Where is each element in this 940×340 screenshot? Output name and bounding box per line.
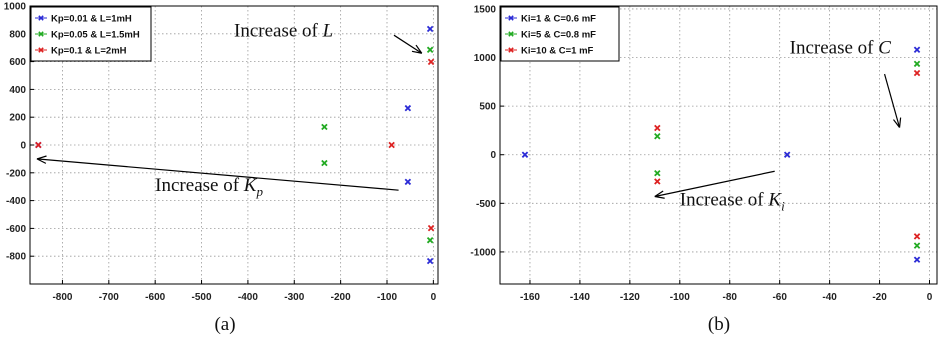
y-tick-label: 400 xyxy=(9,85,26,96)
data-point xyxy=(521,151,529,158)
x-tick-label: -700 xyxy=(99,292,119,303)
legend: Kp=0.01 & L=1mH Kp=0.05 & L=1.5mH Kp=0.1 &… xyxy=(30,6,152,62)
data-point xyxy=(913,242,921,249)
legend-entry: Ki=1 & C=0.6 mF xyxy=(521,14,596,25)
legend-entry: Kp=0.1 & L=2mH xyxy=(51,46,127,57)
x-tick-label: -800 xyxy=(52,292,72,303)
annotation-text: Increase of xyxy=(234,21,323,42)
annotation-arrow xyxy=(654,170,775,199)
x-tick-label: -300 xyxy=(284,292,304,303)
data-point xyxy=(427,224,435,232)
y-tick-label: -1000 xyxy=(470,247,496,258)
figure-caption: (b) xyxy=(708,314,730,335)
data-point xyxy=(35,141,42,149)
data-point xyxy=(913,256,921,263)
data-point xyxy=(388,141,395,149)
y-tick-label: 1000 xyxy=(4,2,27,13)
x-tick-label: -100 xyxy=(377,292,397,303)
annotation-subscript: i xyxy=(781,198,785,213)
y-tick-label: 0 xyxy=(490,150,496,161)
data-point xyxy=(321,159,328,167)
data-point xyxy=(404,178,412,186)
x-tick-label: -400 xyxy=(238,292,258,303)
data-point xyxy=(654,178,661,185)
annotation-variable: K xyxy=(767,189,782,210)
data-point xyxy=(913,69,921,77)
y-tick-label: 800 xyxy=(9,29,26,40)
y-tick-label: 500 xyxy=(479,102,496,113)
annotation-variable: K xyxy=(243,175,258,196)
annotation-variable: L xyxy=(322,21,334,42)
figure-caption: (a) xyxy=(214,314,235,335)
y-tick-label: 600 xyxy=(9,57,26,68)
annotation-label: Increase of Kp xyxy=(155,175,263,199)
data-point xyxy=(913,46,921,53)
legend-entry: Ki=10 & C=1 mF xyxy=(521,46,594,57)
plot-frame xyxy=(29,5,439,285)
data-point xyxy=(654,124,661,132)
data-point xyxy=(426,236,434,244)
y-tick-label: 1000 xyxy=(474,53,497,64)
data-point xyxy=(654,133,661,140)
annotation-arrow xyxy=(883,73,902,128)
legend-entry: Kp=0.01 & L=1mH xyxy=(51,14,132,25)
annotation-label: Increase of Ki xyxy=(680,189,785,213)
plot-frame xyxy=(499,5,938,285)
x-tick-label: -160 xyxy=(520,292,540,303)
x-tick-label: -140 xyxy=(570,292,590,303)
legend-entry: Ki=5 & C=0.8 mF xyxy=(521,30,596,41)
x-tick-label: -20 xyxy=(872,292,887,303)
data-point xyxy=(654,169,661,177)
x-tick-label: -80 xyxy=(723,292,738,303)
data-point xyxy=(913,233,921,240)
x-tick-label: -600 xyxy=(145,292,165,303)
y-tick-label: -200 xyxy=(6,168,26,179)
data-point xyxy=(783,151,791,158)
annotation-variable: C xyxy=(878,38,891,59)
annotation-arrow xyxy=(393,34,423,54)
chart-a: -800 -700 -600 -500 -400 -300 -200 -100 0 -800 -60… xyxy=(4,2,439,335)
x-tick-label: 0 xyxy=(927,292,933,303)
data-point xyxy=(404,104,412,112)
annotation-text: Increase of xyxy=(680,189,769,210)
data-point xyxy=(426,257,434,265)
data-point xyxy=(427,58,435,66)
x-tick-label: -100 xyxy=(670,292,690,303)
y-tick-label: -500 xyxy=(476,199,496,210)
legend: Ki=1 & C=0.6 mF Ki=5 & C=0.8 mF Ki=10 & C=… xyxy=(500,6,620,62)
annotation-text: Increase of xyxy=(790,38,879,59)
x-tick-label: -60 xyxy=(772,292,787,303)
data-point xyxy=(426,46,434,54)
y-tick-label: -400 xyxy=(6,196,26,207)
x-tick-label: -120 xyxy=(620,292,640,303)
y-tick-label: 1500 xyxy=(474,4,497,15)
x-tick-label: -200 xyxy=(331,292,351,303)
annotation-label: Increase of L xyxy=(234,21,333,42)
annotation-subscript: p xyxy=(255,184,263,199)
annotation-arrow xyxy=(36,155,399,191)
x-tick-label: -500 xyxy=(192,292,212,303)
data-point xyxy=(321,123,328,131)
y-tick-label: -800 xyxy=(6,252,26,263)
x-tick-label: 0 xyxy=(431,292,437,303)
x-tick-label: -40 xyxy=(822,292,837,303)
y-tick-label: -600 xyxy=(6,224,26,235)
chart-b: -160 -140 -120 -100 -80 -60 -40 -20 0 -1000 -500 0 5… xyxy=(470,4,938,335)
y-tick-label: 0 xyxy=(20,141,26,152)
y-tick-label: 200 xyxy=(9,113,26,124)
annotation-label: Increase of C xyxy=(790,38,892,59)
data-point xyxy=(913,60,921,68)
legend-entry: Kp=0.05 & L=1.5mH xyxy=(51,30,140,41)
annotation-text: Increase of xyxy=(155,175,244,196)
data-point xyxy=(426,25,434,33)
